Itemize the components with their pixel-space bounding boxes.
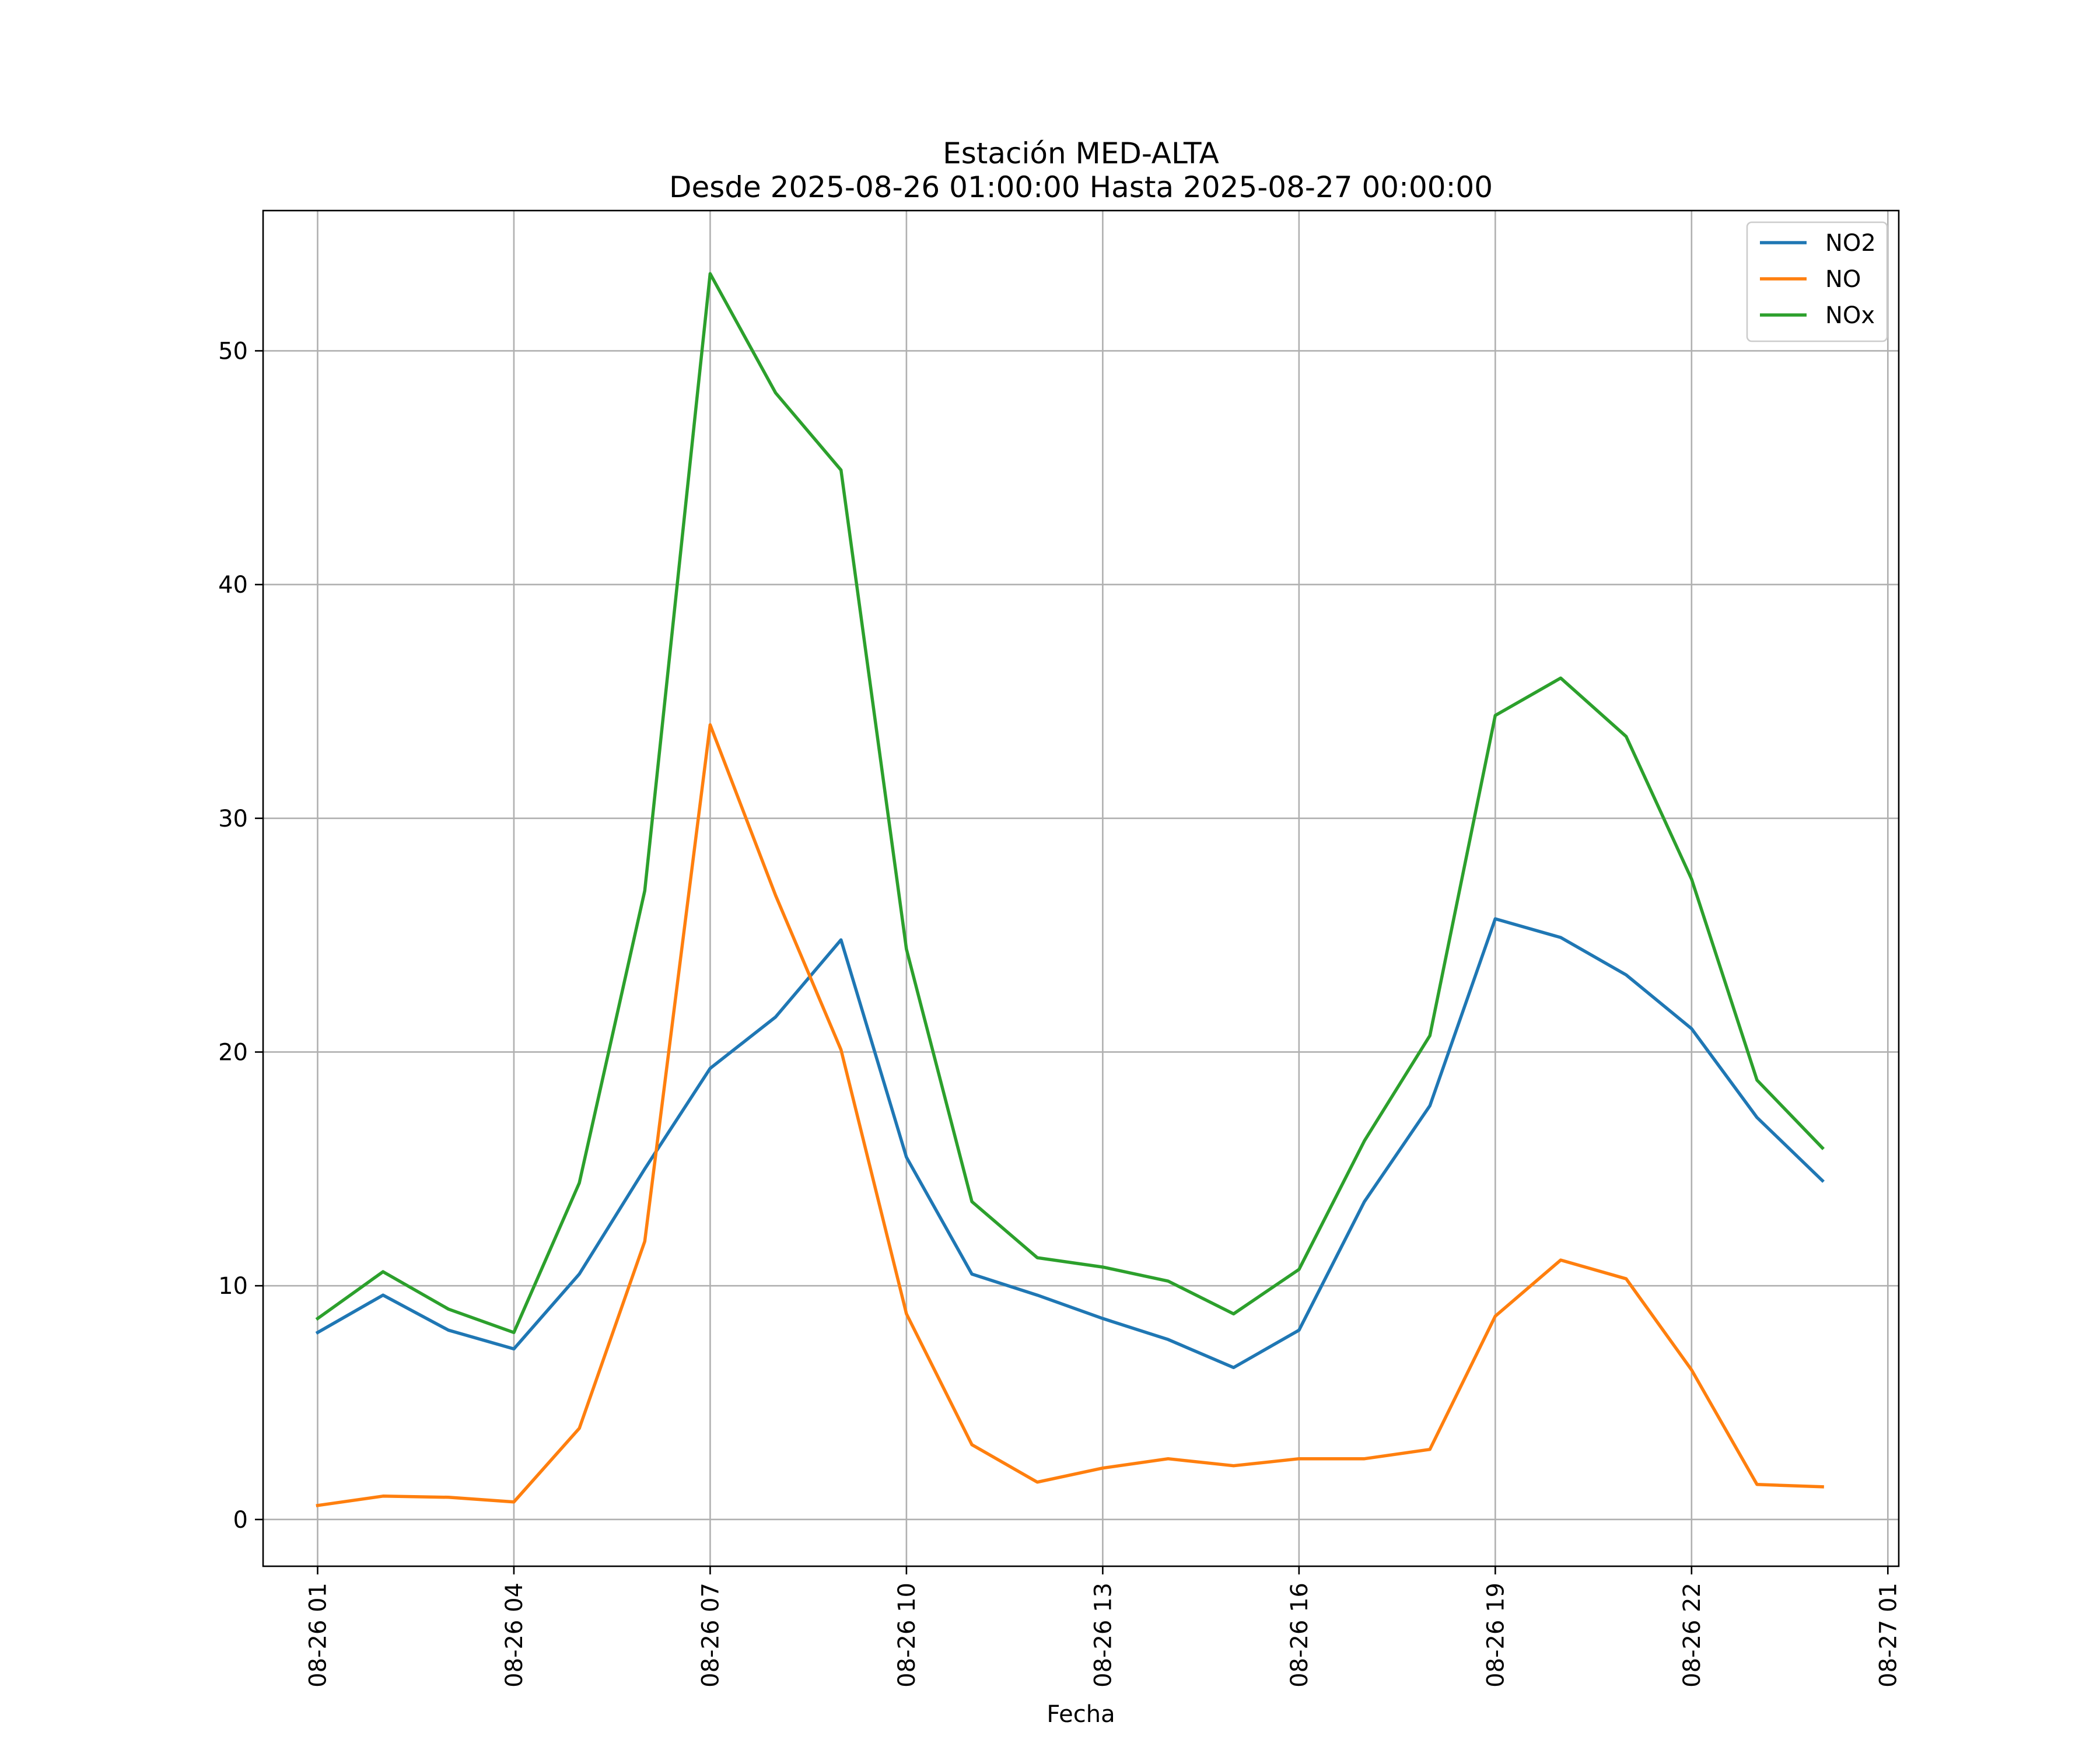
plot-area [263, 211, 1899, 1566]
x-tick-label: 08-26 01 [304, 1583, 331, 1688]
y-axis: 0 10 20 30 40 50 [218, 338, 263, 1534]
x-tick-label: 08-26 10 [894, 1583, 921, 1688]
series-line-no [316, 723, 1824, 1507]
series-line-nox [315, 272, 1825, 1335]
y-tick-label: 20 [218, 1039, 248, 1066]
x-tick-label: 08-26 19 [1482, 1583, 1509, 1688]
x-tick-label: 08-26 13 [1090, 1583, 1116, 1688]
x-axis: 08-26 01 08-26 04 08-26 07 08-26 10 08-26 13… [304, 1566, 1902, 1688]
y-tick-label: 10 [218, 1273, 248, 1300]
x-axis-label: Fecha [1046, 1701, 1115, 1728]
legend-label-nox: NOx [1825, 302, 1875, 329]
x-tick-label: 08-27 01 [1875, 1583, 1902, 1688]
series-lines [315, 272, 1825, 1507]
x-tick-label: 08-26 04 [501, 1583, 528, 1688]
x-gridlines [317, 211, 1889, 1566]
y-tick-label: 0 [233, 1507, 248, 1534]
legend-label-no2: NO2 [1825, 230, 1876, 257]
x-tick-label: 08-26 16 [1286, 1583, 1313, 1688]
chart-title: Estación MED-ALTA [943, 136, 1219, 170]
legend: NO2 NO NOx [1746, 221, 1888, 342]
x-tick-label: 08-26 07 [697, 1583, 724, 1688]
y-tick-label: 50 [218, 338, 248, 365]
y-tick-label: 40 [218, 572, 248, 598]
chart-subtitle: Desde 2025-08-26 01:00:00 Hasta 2025-08-… [669, 170, 1493, 204]
y-tick-label: 30 [218, 806, 248, 832]
series-line-no2 [315, 917, 1825, 1370]
legend-box [1746, 221, 1888, 342]
x-tick-label: 08-26 22 [1679, 1583, 1706, 1688]
legend-label-no: NO [1825, 266, 1861, 293]
plot-frame [262, 209, 1900, 1567]
